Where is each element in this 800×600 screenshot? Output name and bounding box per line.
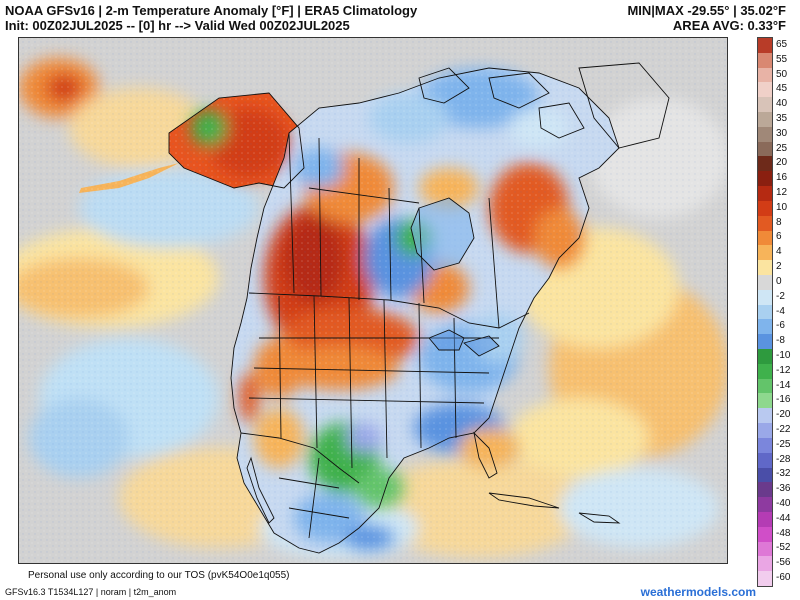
colorbar-segment xyxy=(758,482,772,498)
colorbar-label: -22 xyxy=(776,423,791,435)
colorbar-label: 2 xyxy=(776,261,782,273)
colorbar-label: -14 xyxy=(776,379,791,391)
colorbar-segment xyxy=(758,437,772,454)
colorbar-segment xyxy=(758,141,772,157)
colorbar-segment xyxy=(758,423,772,439)
colorbar-segment xyxy=(758,215,772,232)
colorbar-label: 40 xyxy=(776,98,788,110)
colorbar-segment xyxy=(758,467,772,483)
colorbar-segment xyxy=(758,497,772,513)
colorbar-segment xyxy=(758,230,772,246)
colorbar-label: -6 xyxy=(776,320,785,332)
colorbar-segment xyxy=(758,245,772,261)
colorbar-label: 65 xyxy=(776,38,788,50)
colorbar-label: 6 xyxy=(776,231,782,243)
colorbar-segment xyxy=(758,82,772,98)
colorbar-segment xyxy=(758,260,772,276)
colorbar-segment xyxy=(758,156,772,172)
colorbar-label: 45 xyxy=(776,83,788,95)
colorbar-label: 20 xyxy=(776,157,788,169)
colorbar-segment xyxy=(758,289,772,306)
colorbar-label: -44 xyxy=(776,512,791,524)
colorbar-segment xyxy=(758,186,772,202)
colorbar-label: -16 xyxy=(776,394,791,406)
colorbar-label: -60 xyxy=(776,572,791,584)
colorbar-label: -25 xyxy=(776,438,791,450)
anomaly-map-graphic xyxy=(19,38,727,563)
colorbar-segment xyxy=(758,378,772,394)
tos-disclaimer: Personal use only according to our TOS (… xyxy=(28,570,290,581)
colorbar-segment xyxy=(758,349,772,365)
colorbar-label: -36 xyxy=(776,483,791,495)
colorbar-label: 30 xyxy=(776,127,788,139)
colorbar-segment xyxy=(758,334,772,350)
title-line-2: Init: 00Z02JUL2025 -- [0] hr --> Valid W… xyxy=(5,18,350,33)
colorbar-label: 12 xyxy=(776,187,788,198)
map-title: NOAA GFSv16 | 2-m Temperature Anomaly [°… xyxy=(5,3,417,33)
area-average-stats: AREA AVG: 0.33°F xyxy=(672,18,786,33)
colorbar-segment xyxy=(758,511,772,528)
colorbar-segment xyxy=(758,571,772,587)
colorbar-label: -12 xyxy=(776,364,791,376)
colorbar-label: 35 xyxy=(776,112,788,124)
colorbar-label: -32 xyxy=(776,468,791,480)
colorbar-label: -4 xyxy=(776,305,785,317)
colorbar-segment xyxy=(758,363,772,380)
colorbar-label: 10 xyxy=(776,201,788,213)
colorbar-label: 8 xyxy=(776,216,782,228)
colorbar-segment xyxy=(758,319,772,335)
colorbar-label: -20 xyxy=(776,409,791,421)
colorbar-label: 16 xyxy=(776,172,788,184)
colorbar-segment xyxy=(758,274,772,291)
colorbar-segment xyxy=(758,408,772,424)
colorbar-segment xyxy=(758,52,772,69)
anomaly-map xyxy=(18,37,728,564)
colorbar-segment xyxy=(758,126,772,143)
colorbar-segment xyxy=(758,171,772,187)
colorbar-segment xyxy=(758,304,772,320)
colorbar-segment xyxy=(758,97,772,113)
colorbar-label: 0 xyxy=(776,275,782,287)
brand-link[interactable]: weathermodels.com xyxy=(640,585,756,599)
colorbar-legend xyxy=(757,37,773,587)
colorbar-segment xyxy=(758,526,772,543)
colorbar-label: -8 xyxy=(776,335,785,347)
political-boundaries xyxy=(168,62,670,554)
colorbar-segment xyxy=(758,393,772,409)
colorbar-segment xyxy=(758,541,772,557)
colorbar-label: -52 xyxy=(776,542,791,554)
colorbar-label: -56 xyxy=(776,557,791,569)
title-line-1: NOAA GFSv16 | 2-m Temperature Anomaly [°… xyxy=(5,3,418,18)
colorbar-label: -40 xyxy=(776,498,791,510)
colorbar-label: 25 xyxy=(776,142,788,154)
map-stats: MIN|MAX -29.55° | 35.02°F AREA AVG: 0.33… xyxy=(627,3,786,33)
noise-texture xyxy=(19,38,727,563)
colorbar-label: -10 xyxy=(776,349,791,361)
min-max-stats: MIN|MAX -29.55° | 35.02°F xyxy=(627,3,786,18)
colorbar-label: 4 xyxy=(776,246,782,258)
colorbar-segment xyxy=(758,452,772,468)
colorbar-label: -48 xyxy=(776,527,791,539)
colorbar-segment xyxy=(758,67,772,83)
colorbar-label: -2 xyxy=(776,290,785,302)
colorbar-label: 50 xyxy=(776,68,788,80)
colorbar-segment xyxy=(758,556,772,572)
colorbar-segment xyxy=(758,200,772,217)
colorbar-segment xyxy=(758,112,772,128)
colorbar-segment xyxy=(758,38,772,54)
colorbar-label: 55 xyxy=(776,53,788,65)
model-info: GFSv16.3 T1534L127 | noram | t2m_anom xyxy=(5,587,177,597)
colorbar-label: -28 xyxy=(776,453,791,465)
